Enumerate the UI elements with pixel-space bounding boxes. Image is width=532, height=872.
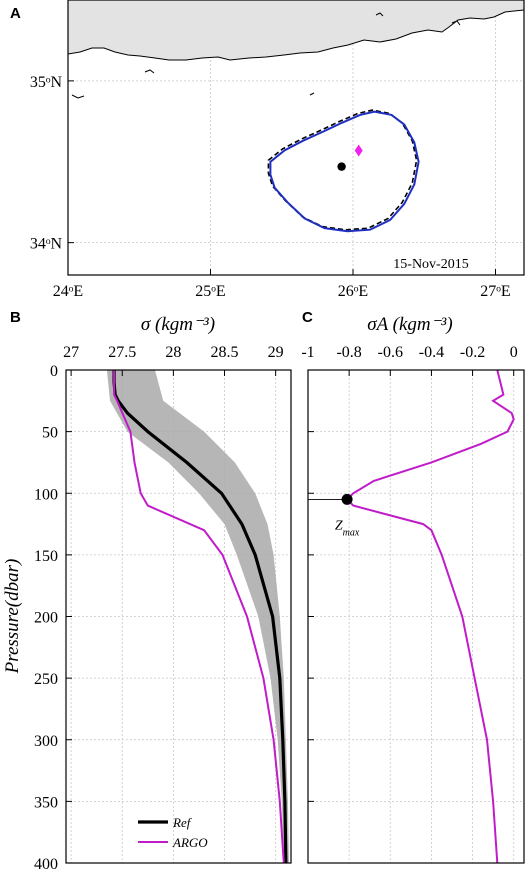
reference-envelope — [106, 370, 290, 863]
panel-c-xlabel: σA (kgm⁻³) — [367, 314, 452, 335]
map-land — [68, 0, 524, 99]
map-tick-label-lon: 26ᵒE — [338, 283, 368, 300]
legend-argo-label: ARGO — [172, 835, 208, 850]
panel-c-tick-label-x: -0.8 — [336, 344, 361, 361]
zmax-label: Zmax — [335, 518, 360, 538]
map-tick-label-lat: 34ᵒN — [30, 236, 63, 253]
panel-b-tick-label-y: 100 — [34, 486, 58, 503]
islet-1 — [71, 94, 85, 99]
panel-c-ticks: -1 -0.8 -0.6 -0.4 -0.2 0 — [301, 344, 518, 864]
panel-b-tick-label-x: 28.5 — [211, 344, 239, 361]
islet-2 — [144, 69, 155, 74]
panel-c-tick-label-x: 0 — [510, 344, 518, 361]
islet-3 — [309, 92, 315, 96]
panel-c-frame — [307, 369, 525, 864]
panel-b-tick-label-x: 27 — [63, 344, 79, 361]
map-frame — [67, 0, 525, 276]
islet-5 — [451, 20, 461, 26]
eddy-center-marker — [337, 162, 346, 171]
density-anomaly-panel: σA (kgm⁻³) Zmax -1 -0.8 -0.6 -0.4 -0.2 0 — [301, 314, 525, 864]
eddy-boundary-dashed — [267, 109, 418, 231]
panel-b-tick-label-y: 300 — [34, 733, 58, 750]
panel-b-tick-label-x: 27.5 — [108, 344, 136, 361]
zmax-label-main: Z — [335, 518, 343, 533]
date-box — [376, 251, 486, 273]
map-tick-label-lon: 25ᵒE — [195, 283, 225, 300]
map-ticks: 24ᵒE 25ᵒE 26ᵒE 27ᵒE 34ᵒN 35ᵒN — [30, 74, 511, 300]
panel-b-ticks: 27 27.5 28 28.5 29 0 50 100 150 200 250 300 350 400 — [34, 344, 284, 872]
argo-series-line — [113, 370, 285, 863]
eddy-boundary — [269, 110, 420, 233]
map-panel: 24ᵒE 25ᵒE 26ᵒE 27ᵒE 34ᵒN 35ᵒN 15-Nov-2015 — [30, 0, 525, 300]
argo-position-marker — [354, 144, 363, 157]
panel-b-tick-label-x: 29 — [268, 344, 284, 361]
map-tick-label-lat: 35ᵒN — [30, 74, 63, 91]
panel-b-tick-label-y: 250 — [34, 671, 58, 688]
zmax-label-sub: max — [343, 527, 360, 538]
panel-c-tick-label-x: -0.2 — [460, 344, 485, 361]
panel-c-tick-label-x: -1 — [301, 344, 314, 361]
panel-c-tick-label-x: -0.6 — [378, 344, 403, 361]
panel-c-tick-label-x: -0.4 — [419, 344, 444, 361]
panel-label-c: C — [302, 309, 313, 326]
islet-4 — [375, 12, 384, 17]
legend-ref-label: Ref — [172, 815, 193, 830]
panel-b-tick-label-y: 150 — [34, 548, 58, 565]
panel-b-tick-label-x: 28 — [165, 344, 181, 361]
panel-b-tick-label-y: 400 — [34, 856, 58, 872]
panel-label-a: A — [10, 5, 21, 22]
panel-b-ylabel: Pressure(dbar) — [2, 559, 23, 675]
crete-landmass — [68, 0, 524, 61]
panel-b-tick-label-y: 200 — [34, 610, 58, 627]
panel-b-xlabel: σ (kgm⁻³) — [141, 314, 215, 335]
panel-b-tick-label-y: 350 — [34, 794, 58, 811]
panel-b-frame — [65, 369, 292, 864]
date-label: 15-Nov-2015 — [393, 257, 468, 272]
density-profile-panel: σ (kgm⁻³) 27 27.5 28 28.5 29 0 50 100 150 200 250 3… — [2, 314, 292, 872]
zmax-marker — [341, 493, 353, 505]
map-tick-label-lon: 27ᵒE — [480, 283, 510, 300]
legend: Ref ARGO — [138, 815, 208, 850]
panel-b-tick-label-y: 50 — [42, 425, 58, 442]
map-tick-label-lon: 24ᵒE — [53, 283, 83, 300]
panel-label-b: B — [10, 309, 21, 326]
panel-b-tick-label-y: 0 — [50, 363, 58, 380]
